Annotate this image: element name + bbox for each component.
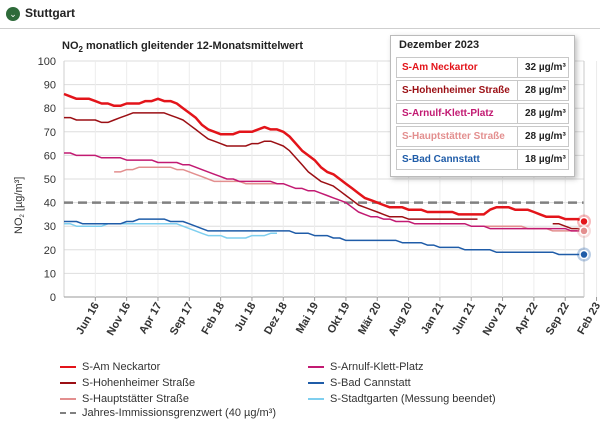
tooltip-row: S-Bad Cannstatt 18 µg/m³ <box>396 149 569 170</box>
legend-label: S-Arnulf-Klett-Platz <box>330 361 424 373</box>
y-tick-label: 10 <box>44 268 56 280</box>
tooltip-separator <box>517 104 518 123</box>
y-tick-label: 100 <box>38 56 56 68</box>
x-tick-label: Jun 16 <box>74 301 102 337</box>
tooltip-row: S-Hauptstätter Straße 28 µg/m³ <box>396 126 569 147</box>
tooltip-title: Dezember 2023 <box>399 39 480 51</box>
legend-item[interactable]: S-Hauptstätter Straße <box>60 393 189 405</box>
tooltip-station-name: S-Hauptstätter Straße <box>402 131 505 142</box>
hover-tooltip: Dezember 2023 S-Am Neckartor 32 µg/m³ S-Ho… <box>390 35 575 177</box>
legend-label: S-Stadtgarten (Messung beendet) <box>330 393 496 405</box>
series-line-s-am-neckartor <box>63 92 585 223</box>
legend-label: S-Hohenheimer Straße <box>82 377 196 389</box>
legend-label: Jahres-Immissionsgrenzwert (40 µg/m³) <box>82 407 276 419</box>
tooltip-station-name: S-Am Neckartor <box>402 62 478 73</box>
svg-text:NO2 monatlich gleitender 12-Mo: NO2 monatlich gleitender 12-Monatsmittel… <box>62 40 303 54</box>
y-axis-label: NO2 [µg/m³] <box>13 177 26 234</box>
tooltip-separator <box>517 127 518 146</box>
legend-label: S-Am Neckartor <box>82 361 161 373</box>
x-tick-label: Mär 20 <box>356 301 384 337</box>
x-tick-label: Aug 20 <box>386 301 415 339</box>
chart-title: NO2 monatlich gleitender 12-Monatsmittel… <box>62 40 303 54</box>
x-tick-label: Jun 21 <box>450 301 478 337</box>
tooltip-row: S-Am Neckartor 32 µg/m³ <box>396 57 569 78</box>
plot-area <box>63 92 585 256</box>
x-tick-label: Jul 18 <box>233 301 259 334</box>
chevron-down-icon[interactable]: ⌄ <box>6 7 20 21</box>
tooltip-row: S-Arnulf-Klett-Platz 28 µg/m³ <box>396 103 569 124</box>
series-line-s-hohenheimer-stra-e <box>64 112 585 232</box>
x-tick-label: Dez 18 <box>262 301 290 337</box>
tooltip-value: 18 µg/m³ <box>525 154 566 165</box>
series-line-s-arnulf-klett-platz <box>64 152 584 232</box>
x-tick-label: Mai 19 <box>294 301 321 336</box>
tooltip-separator <box>517 58 518 77</box>
y-tick-label: 80 <box>44 103 56 115</box>
tooltip-value: 32 µg/m³ <box>525 62 566 73</box>
legend-item[interactable]: S-Bad Cannstatt <box>308 377 411 389</box>
x-tick-label: Feb 23 <box>575 301 600 337</box>
x-axis: Jun 16 Nov 16 Apr 17 Sep 17 Feb 18 Jul 18 Dez … <box>74 297 600 338</box>
svg-text:NO2 [µg/m³]: NO2 [µg/m³] <box>13 177 26 234</box>
end-marker <box>579 216 589 227</box>
legend-swatch <box>60 398 76 401</box>
y-tick-label: 20 <box>44 245 56 257</box>
y-tick-label: 0 <box>50 292 56 304</box>
x-tick-label: Nov 21 <box>481 301 509 338</box>
legend-item[interactable]: S-Am Neckartor <box>60 361 160 373</box>
x-tick-label: Sep 17 <box>168 301 196 338</box>
tooltip-station-name: S-Bad Cannstatt <box>402 154 480 165</box>
x-tick-label: Sep 22 <box>544 301 572 338</box>
y-tick-label: 70 <box>44 127 56 139</box>
y-tick-label: 30 <box>44 221 56 233</box>
end-markers <box>577 61 591 297</box>
x-tick-label: Nov 16 <box>105 301 133 338</box>
tooltip-station-name: S-Arnulf-Klett-Platz <box>402 108 494 119</box>
y-tick-label: 90 <box>44 80 56 92</box>
end-marker <box>579 249 589 260</box>
legend-label: S-Bad Cannstatt <box>330 377 411 389</box>
legend-label: S-Hauptstätter Straße <box>82 393 189 405</box>
legend-swatch <box>60 412 76 415</box>
x-tick-label: Feb 18 <box>199 301 227 337</box>
legend-item[interactable]: Jahres-Immissionsgrenzwert (40 µg/m³) <box>60 407 276 419</box>
series-line-s-bad-cannstatt <box>64 218 584 256</box>
location-title: Stuttgart <box>25 6 75 20</box>
x-tick-label: Apr 22 <box>513 301 541 337</box>
tooltip-row: S-Hohenheimer Straße 28 µg/m³ <box>396 80 569 101</box>
y-tick-label: 50 <box>44 174 56 186</box>
tooltip-station-name: S-Hohenheimer Straße <box>402 85 510 96</box>
legend-swatch <box>308 382 324 385</box>
y-axis: 0 10 20 30 40 50 60 70 80 90 100 <box>38 56 56 304</box>
tooltip-value: 28 µg/m³ <box>525 108 566 119</box>
tooltip-value: 28 µg/m³ <box>525 85 566 96</box>
end-marker <box>579 226 589 236</box>
y-tick-label: 60 <box>44 150 56 162</box>
legend-item[interactable]: S-Hohenheimer Straße <box>60 377 195 389</box>
legend-swatch <box>308 366 324 369</box>
y-tick-label: 40 <box>44 198 56 210</box>
x-tick-label: Apr 17 <box>137 301 165 337</box>
legend-swatch <box>308 398 324 401</box>
location-header[interactable]: ⌄ Stuttgart <box>0 0 600 28</box>
legend-swatch <box>60 382 76 385</box>
x-tick-label: Jan 21 <box>419 301 447 337</box>
no2-line-chart: NO2 monatlich gleitender 12-Monatsmittel… <box>13 40 600 338</box>
x-tick-label: Okt 19 <box>325 301 352 336</box>
header-divider <box>0 28 600 29</box>
legend-swatch <box>60 366 76 369</box>
tooltip-separator <box>517 81 518 100</box>
series-line-s-stadtgarten-messung-beendet <box>64 223 277 239</box>
legend-item[interactable]: S-Arnulf-Klett-Platz <box>308 361 424 373</box>
tooltip-separator <box>517 150 518 169</box>
legend-item[interactable]: S-Stadtgarten (Messung beendet) <box>308 393 496 405</box>
tooltip-value: 28 µg/m³ <box>525 131 566 142</box>
